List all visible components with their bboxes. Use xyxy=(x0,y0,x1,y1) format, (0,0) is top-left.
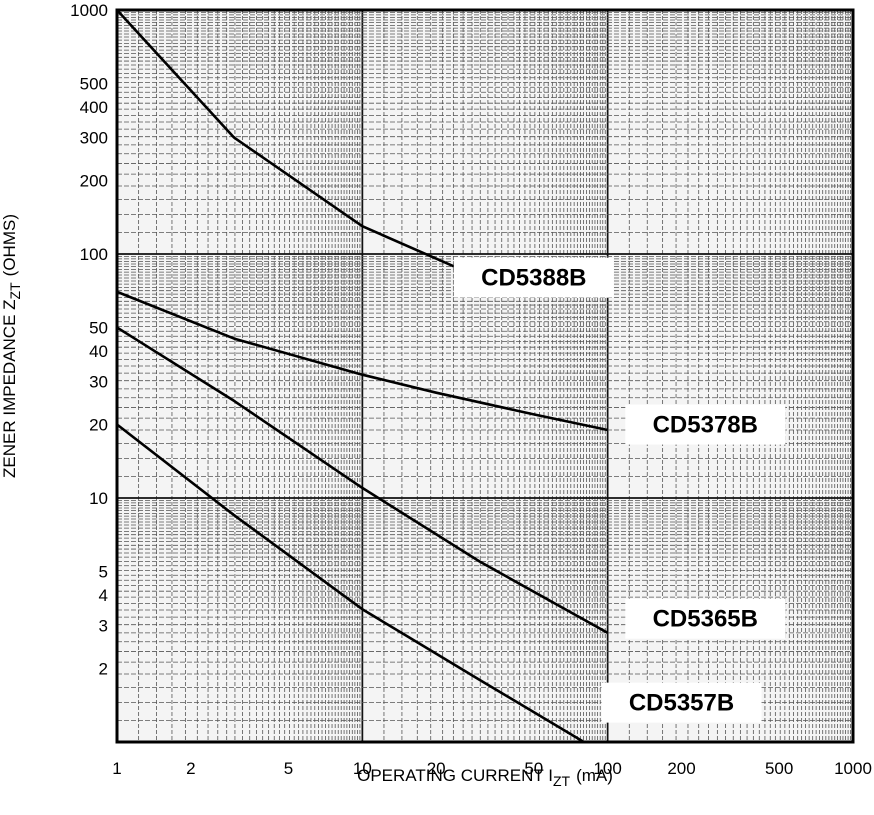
y-tick-label: 300 xyxy=(80,129,108,148)
x-tick-label: 20 xyxy=(427,759,446,778)
x-tick-label: 500 xyxy=(765,759,793,778)
series-label-box xyxy=(601,682,762,723)
series-lines xyxy=(116,9,609,744)
series-line-cd5357b xyxy=(116,423,585,744)
x-tick-label: 5 xyxy=(284,759,293,778)
series-label-cd5378b: CD5378B xyxy=(653,412,758,439)
y-tick-label: 40 xyxy=(89,342,108,361)
series-label-cd5357b: CD5357B xyxy=(629,690,734,717)
x-tick-labels: 1 2 5 10 20 50 100 200 500 1000 xyxy=(112,759,872,778)
x-tick-label: 2 xyxy=(186,759,195,778)
x-tick-label: 10 xyxy=(353,759,372,778)
y-tick-label: 400 xyxy=(80,98,108,117)
y-tick-label: 1000 xyxy=(70,1,108,20)
y-axis-title: ZENER IMPEDANCE ZZT(OHMS) xyxy=(0,214,23,478)
x-tick-label: 1000 xyxy=(834,759,872,778)
plot-frame xyxy=(115,8,855,744)
series-line-cd5378b xyxy=(116,290,608,432)
y-tick-labels: 2 3 4 5 10 20 30 40 50 100 200 300 400 500 1000 xyxy=(70,1,108,679)
y-tick-label: 4 xyxy=(99,586,108,605)
series-label-box xyxy=(625,404,786,445)
x-tick-label: 200 xyxy=(667,759,695,778)
y-tick-label: 2 xyxy=(99,660,108,679)
y-tick-label: 500 xyxy=(80,74,108,93)
y-tick-label: 50 xyxy=(89,318,108,337)
series-label-box xyxy=(625,598,786,639)
y-tick-label: 5 xyxy=(99,562,108,581)
y-tick-label: 3 xyxy=(99,617,108,636)
x-tick-label: 50 xyxy=(524,759,543,778)
y-tick-label: 10 xyxy=(89,489,108,508)
y-tick-label: 30 xyxy=(89,373,108,392)
series-label-box xyxy=(453,257,614,298)
x-axis-title: OPERATING CURRENT IZT (mA) xyxy=(357,766,613,789)
series-line-cd5388b xyxy=(116,9,480,279)
x-tick-label: 100 xyxy=(593,759,621,778)
y-tick-label: 100 xyxy=(80,245,108,264)
series-labels: CD5388B CD5378B CD5365B CD5357B xyxy=(453,257,786,723)
series-label-cd5388b: CD5388B xyxy=(481,265,586,292)
series-label-cd5365b: CD5365B xyxy=(653,606,758,633)
x-tick-label: 1 xyxy=(112,759,121,778)
y-tick-label: 20 xyxy=(89,416,108,435)
y-tick-label: 200 xyxy=(80,172,108,191)
series-line-cd5365b xyxy=(116,326,609,635)
